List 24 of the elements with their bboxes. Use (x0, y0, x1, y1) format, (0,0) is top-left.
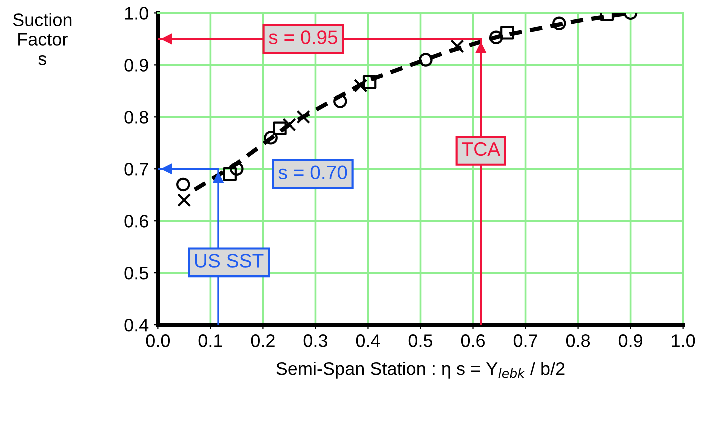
x-tick-label: 0.4 (356, 334, 380, 348)
x-axis-title: Semi-Span Station : η s = Y$_{lebk}$ / b/2 (276, 362, 565, 379)
ref-line-label: TCA (462, 142, 501, 156)
y-tick-label: 0.8 (124, 111, 148, 124)
x-tick-label: 0.2 (251, 334, 275, 348)
y-tick-label: 0.6 (124, 215, 148, 228)
x-tick-label: 0.9 (618, 334, 642, 348)
y-tick-label: 0.5 (124, 267, 148, 280)
ref-line-label: s = 0.95 (269, 30, 338, 44)
x-tick-label: 0.3 (304, 334, 328, 348)
y-axis-title: Suction Factor s (13, 13, 72, 66)
ref-line-label: s = 0.70 (278, 166, 348, 180)
x-tick-label: 0.6 (461, 334, 486, 348)
ref-line-label: US SST (195, 254, 264, 268)
x-tick-label: 1.0 (672, 334, 696, 348)
x-tick-label: 0.1 (198, 334, 222, 348)
y-tick-label: 1.0 (125, 7, 148, 20)
x-tick-label: 0.0 (146, 334, 170, 348)
y-tick-label: 0.7 (124, 163, 148, 176)
x-tick-label: 0.8 (566, 334, 590, 348)
x-tick-label: 0.5 (408, 334, 433, 348)
y-tick-label: 0.4 (124, 318, 149, 332)
y-tick-label: 0.9 (124, 59, 148, 72)
x-tick-label: 0.7 (514, 334, 538, 348)
